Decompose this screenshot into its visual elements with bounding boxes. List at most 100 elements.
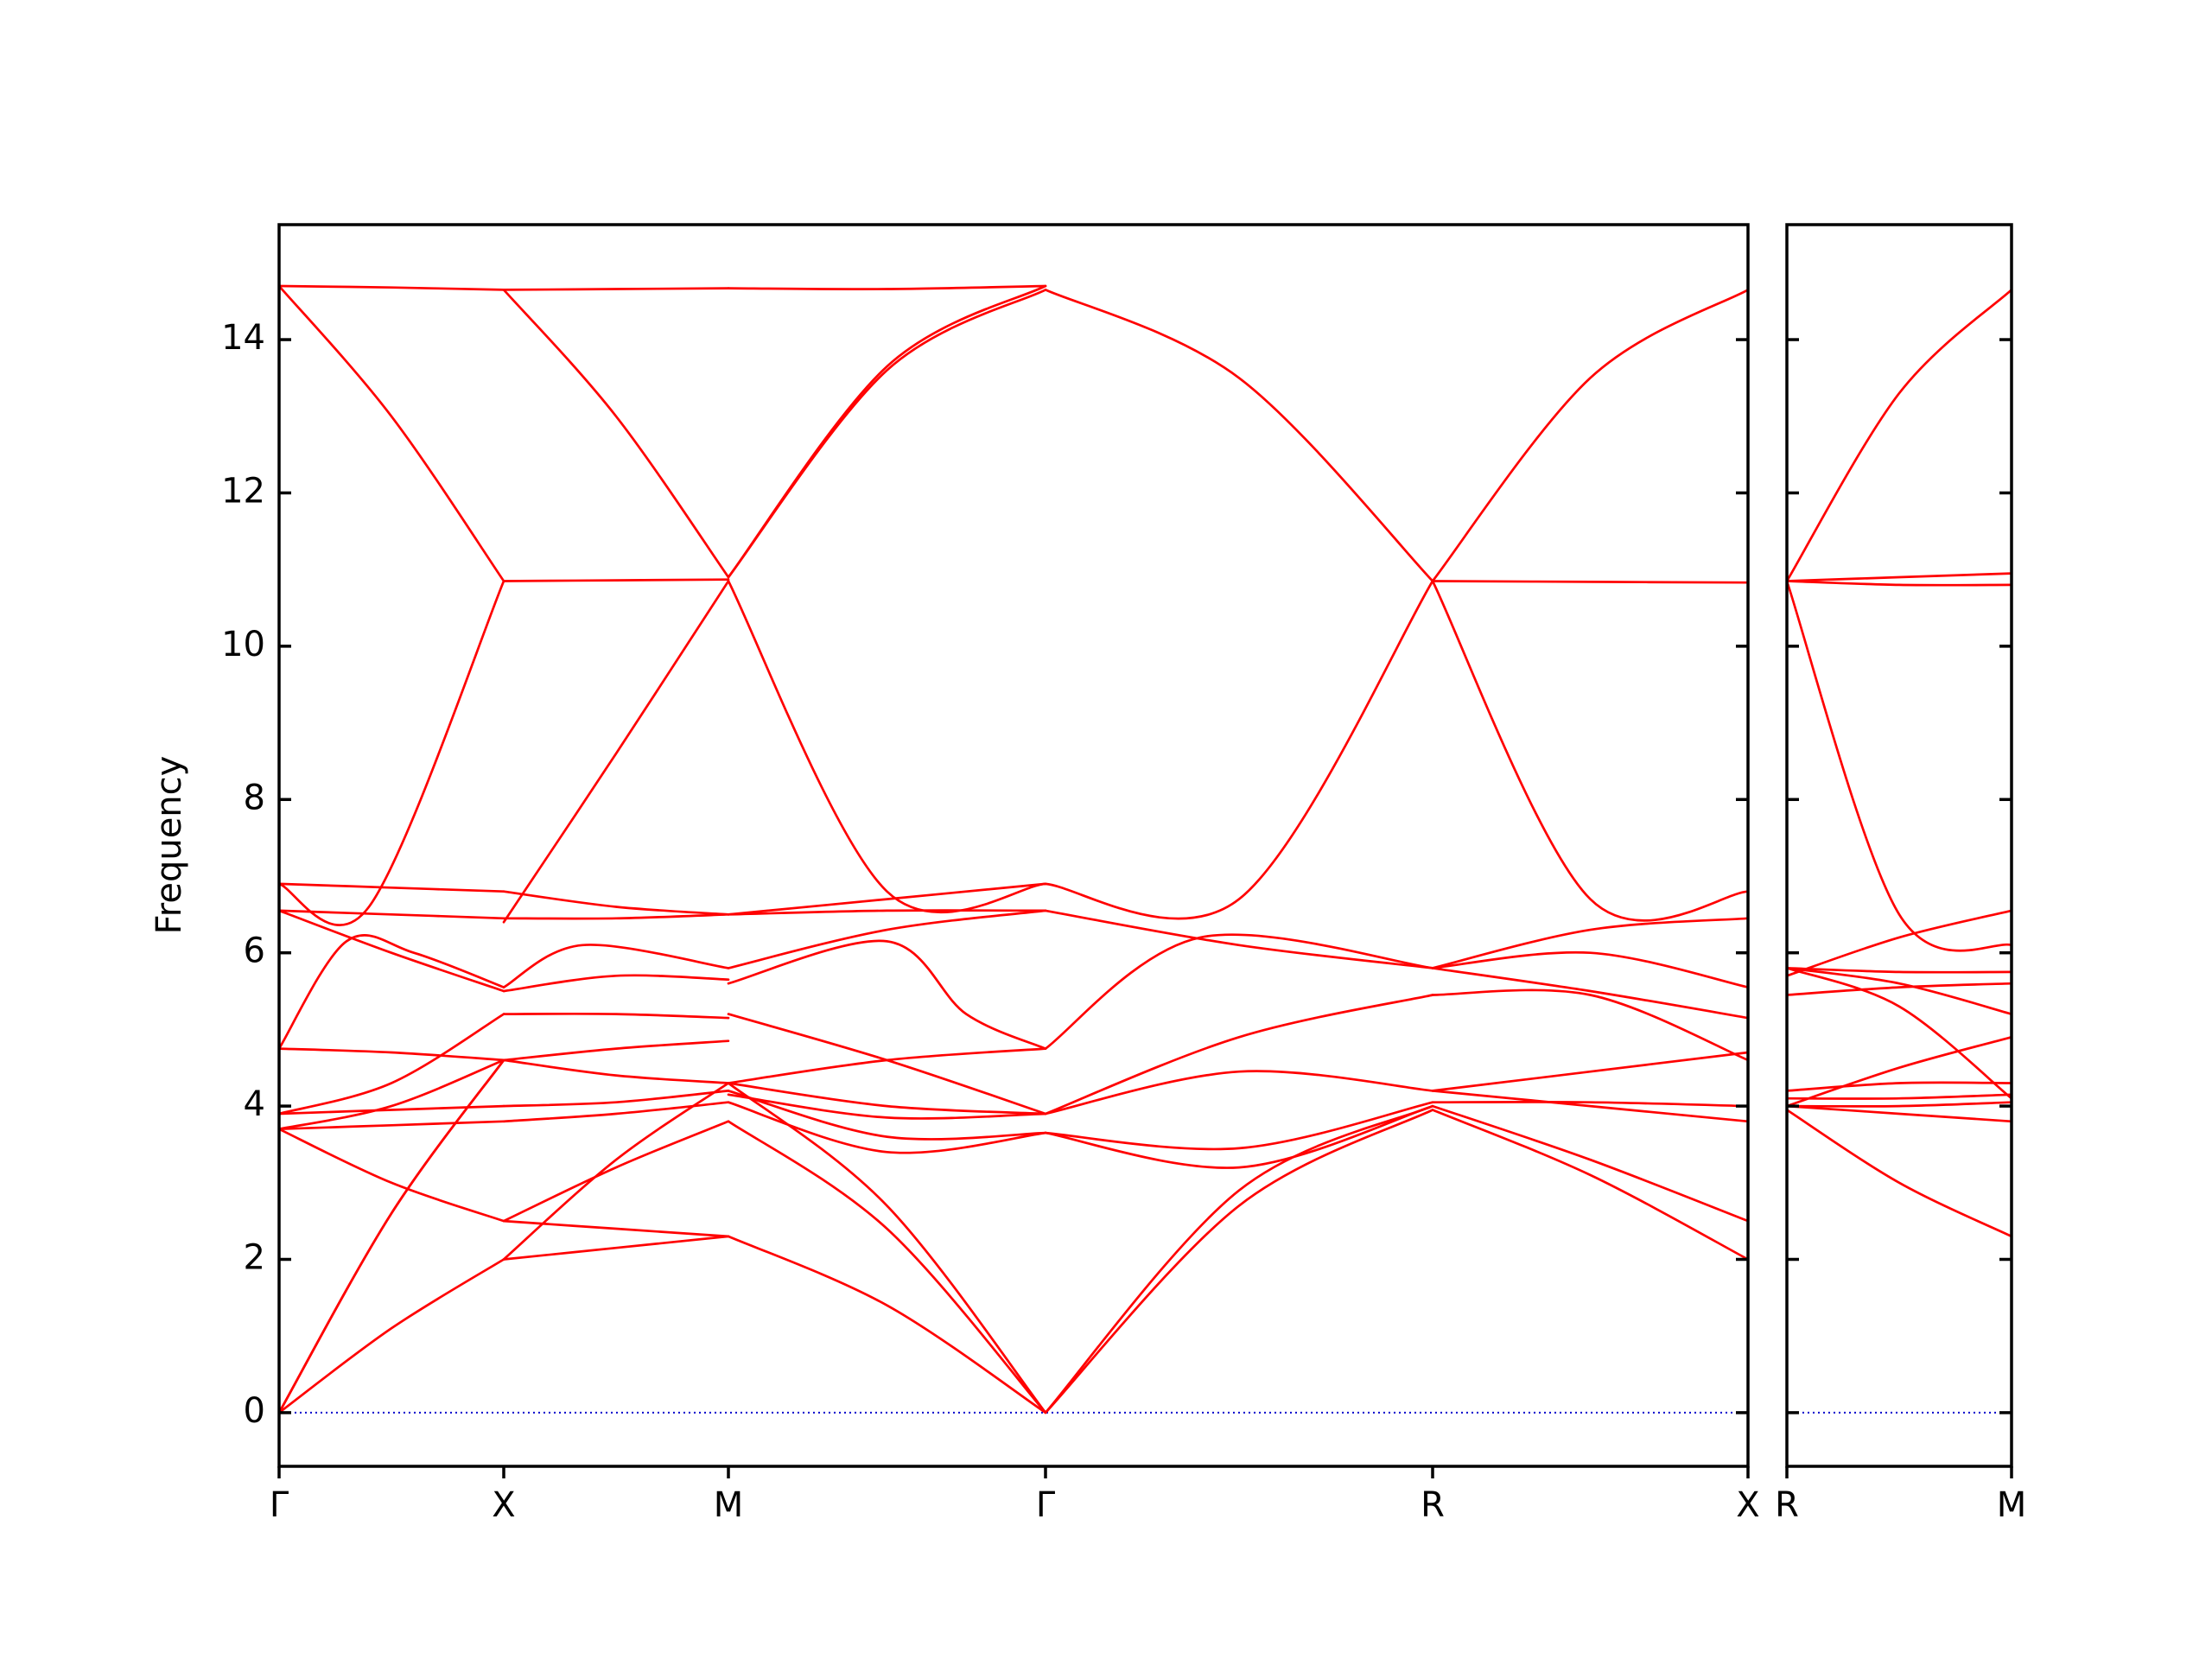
band-line-main-Γ-R-7 xyxy=(1044,909,1434,969)
y-tick-label: 6 xyxy=(244,931,265,971)
x-tick-label: M xyxy=(714,1485,744,1525)
band-line-main-R-X-3 xyxy=(1431,1090,1750,1123)
band-line-main-M-Γ-16 xyxy=(727,284,1047,290)
band-line-main-Γ-X-9 xyxy=(277,934,505,1050)
band-line-main-X-M-16 xyxy=(502,287,730,291)
band-line-main-R-X-11 xyxy=(1431,289,1750,582)
y-tick-label: 10 xyxy=(221,625,265,664)
band-line-main-M-Γ-3 xyxy=(727,1101,1047,1154)
band-line-side-R-M-8 xyxy=(1785,967,2013,1100)
band-line-main-Γ-X-5 xyxy=(277,1120,505,1131)
band-line-side-R-M-5 xyxy=(1785,1035,2013,1108)
band-line-main-M-Γ-7 xyxy=(727,1047,1047,1084)
band-line-main-Γ-X-14 xyxy=(277,284,505,291)
band-line-side-R-M-2 xyxy=(1785,1101,2013,1108)
band-line-main-R-X-7 xyxy=(1431,950,1750,988)
band-line-main-Γ-X-4 xyxy=(277,1058,505,1131)
y-tick-labels: 0 2 4 6 8 10 12 14 xyxy=(221,318,265,1431)
band-line-side-R-M-14 xyxy=(1785,289,2013,582)
band-line-main-Γ-X-6 xyxy=(277,1104,505,1116)
band-line-main-X-M-7 xyxy=(502,1039,730,1062)
y-tick-label: 14 xyxy=(221,318,265,358)
band-line-main-X-M-14 xyxy=(502,578,730,582)
band-line-main-Γ-R-1 xyxy=(1044,1104,1434,1414)
band-line-main-M-Γ-0 xyxy=(727,1235,1047,1414)
band-line-main-Γ-R-8 xyxy=(1044,580,1434,920)
band-line-main-M-Γ-6 xyxy=(727,1093,1047,1120)
band-line-side-R-M-0 xyxy=(1785,1109,2013,1238)
band-line-main-X-M-13 xyxy=(502,580,730,924)
band-line-main-Γ-R-4 xyxy=(1044,1070,1434,1116)
y-tick-label: 12 xyxy=(221,471,265,511)
band-line-main-Γ-X-2 xyxy=(277,1058,505,1414)
main-plot-area xyxy=(277,284,1750,1414)
band-line-main-R-X-1 xyxy=(1431,1104,1750,1223)
band-line-main-Γ-X-10 xyxy=(277,909,505,993)
band-line-main-X-M-5 xyxy=(502,1090,730,1108)
band-line-main-M-Γ-12 xyxy=(727,882,1047,916)
band-line-main-M-Γ-4 xyxy=(727,1090,1047,1141)
band-line-main-X-M-9 xyxy=(502,944,730,988)
band-line-main-Γ-X-11 xyxy=(277,909,505,920)
band-line-main-M-Γ-1 xyxy=(727,1120,1047,1414)
band-line-main-R-X-9 xyxy=(1431,580,1750,922)
band-line-side-R-M-11 xyxy=(1785,580,2013,952)
y-tick-label: 2 xyxy=(244,1238,265,1278)
band-line-main-R-X-6 xyxy=(1431,967,1750,1020)
y-tick-label: 0 xyxy=(244,1391,265,1431)
band-line-main-Γ-R-5 xyxy=(1044,994,1434,1116)
y-tick-label: 4 xyxy=(244,1084,265,1124)
x-tick-label: X xyxy=(1736,1485,1759,1525)
band-line-main-R-X-2 xyxy=(1431,1100,1750,1108)
band-line-side-R-M-4 xyxy=(1785,1081,2013,1092)
band-line-main-X-M-4 xyxy=(502,1101,730,1123)
side-plot-frame xyxy=(1785,223,2013,1468)
band-line-main-M-Γ-2 xyxy=(727,1082,1047,1414)
band-line-side-R-M-7 xyxy=(1785,967,2013,974)
y-axis-label: Frequency xyxy=(149,756,189,935)
band-line-main-M-Γ-5 xyxy=(727,1082,1047,1116)
band-line-main-R-X-5 xyxy=(1431,988,1750,1062)
band-line-main-Γ-X-13 xyxy=(277,882,505,893)
main-plot-frame xyxy=(277,223,1750,1468)
x-tick-label: M xyxy=(1997,1485,2027,1525)
band-line-main-R-X-4 xyxy=(1431,1051,1750,1092)
band-line-main-X-M-11 xyxy=(502,912,730,920)
band-line-main-R-X-0 xyxy=(1431,1109,1750,1261)
band-line-main-M-Γ-14 xyxy=(727,289,1047,579)
band-line-main-Γ-R-2 xyxy=(1044,1104,1434,1169)
band-line-main-M-Γ-8 xyxy=(727,1013,1047,1116)
band-line-main-Γ-R-0 xyxy=(1044,1109,1434,1414)
main-tick-marks xyxy=(277,338,1750,1478)
band-line-main-X-M-10 xyxy=(502,974,730,993)
band-line-side-R-M-12 xyxy=(1785,580,2013,587)
x-tick-label: R xyxy=(1775,1485,1799,1525)
band-line-main-Γ-X-0 xyxy=(277,1258,505,1414)
band-line-main-X-M-8 xyxy=(502,1012,730,1020)
x-tick-label: Γ xyxy=(270,1485,289,1525)
band-line-main-X-M-3 xyxy=(502,1082,730,1261)
band-line-main-X-M-2 xyxy=(502,1120,730,1223)
band-line-side-R-M-1 xyxy=(1785,1104,2013,1123)
band-line-main-R-X-10 xyxy=(1431,580,1750,584)
band-line-main-M-Γ-15 xyxy=(727,284,1047,579)
band-line-main-Γ-R-9 xyxy=(1044,289,1434,582)
side-tick-marks xyxy=(1785,338,2013,1478)
band-line-side-R-M-3 xyxy=(1785,1093,2013,1100)
band-line-main-M-Γ-11 xyxy=(727,909,1047,916)
band-line-main-M-Γ-10 xyxy=(727,939,1047,1050)
band-line-side-R-M-6 xyxy=(1785,982,2013,996)
main-panel: Γ X M Γ R X 0 2 4 6 8 10 12 14 xyxy=(221,223,1760,1525)
x-tick-label: R xyxy=(1421,1485,1445,1525)
band-line-main-M-Γ-13 xyxy=(727,580,1047,914)
band-line-main-Γ-X-8 xyxy=(277,1047,505,1062)
y-tick-label: 8 xyxy=(244,778,265,817)
band-line-side-R-M-10 xyxy=(1785,909,2013,977)
band-line-main-M-Γ-9 xyxy=(727,909,1047,969)
side-plot-area xyxy=(1785,289,2013,1414)
x-tick-label: X xyxy=(492,1485,515,1525)
